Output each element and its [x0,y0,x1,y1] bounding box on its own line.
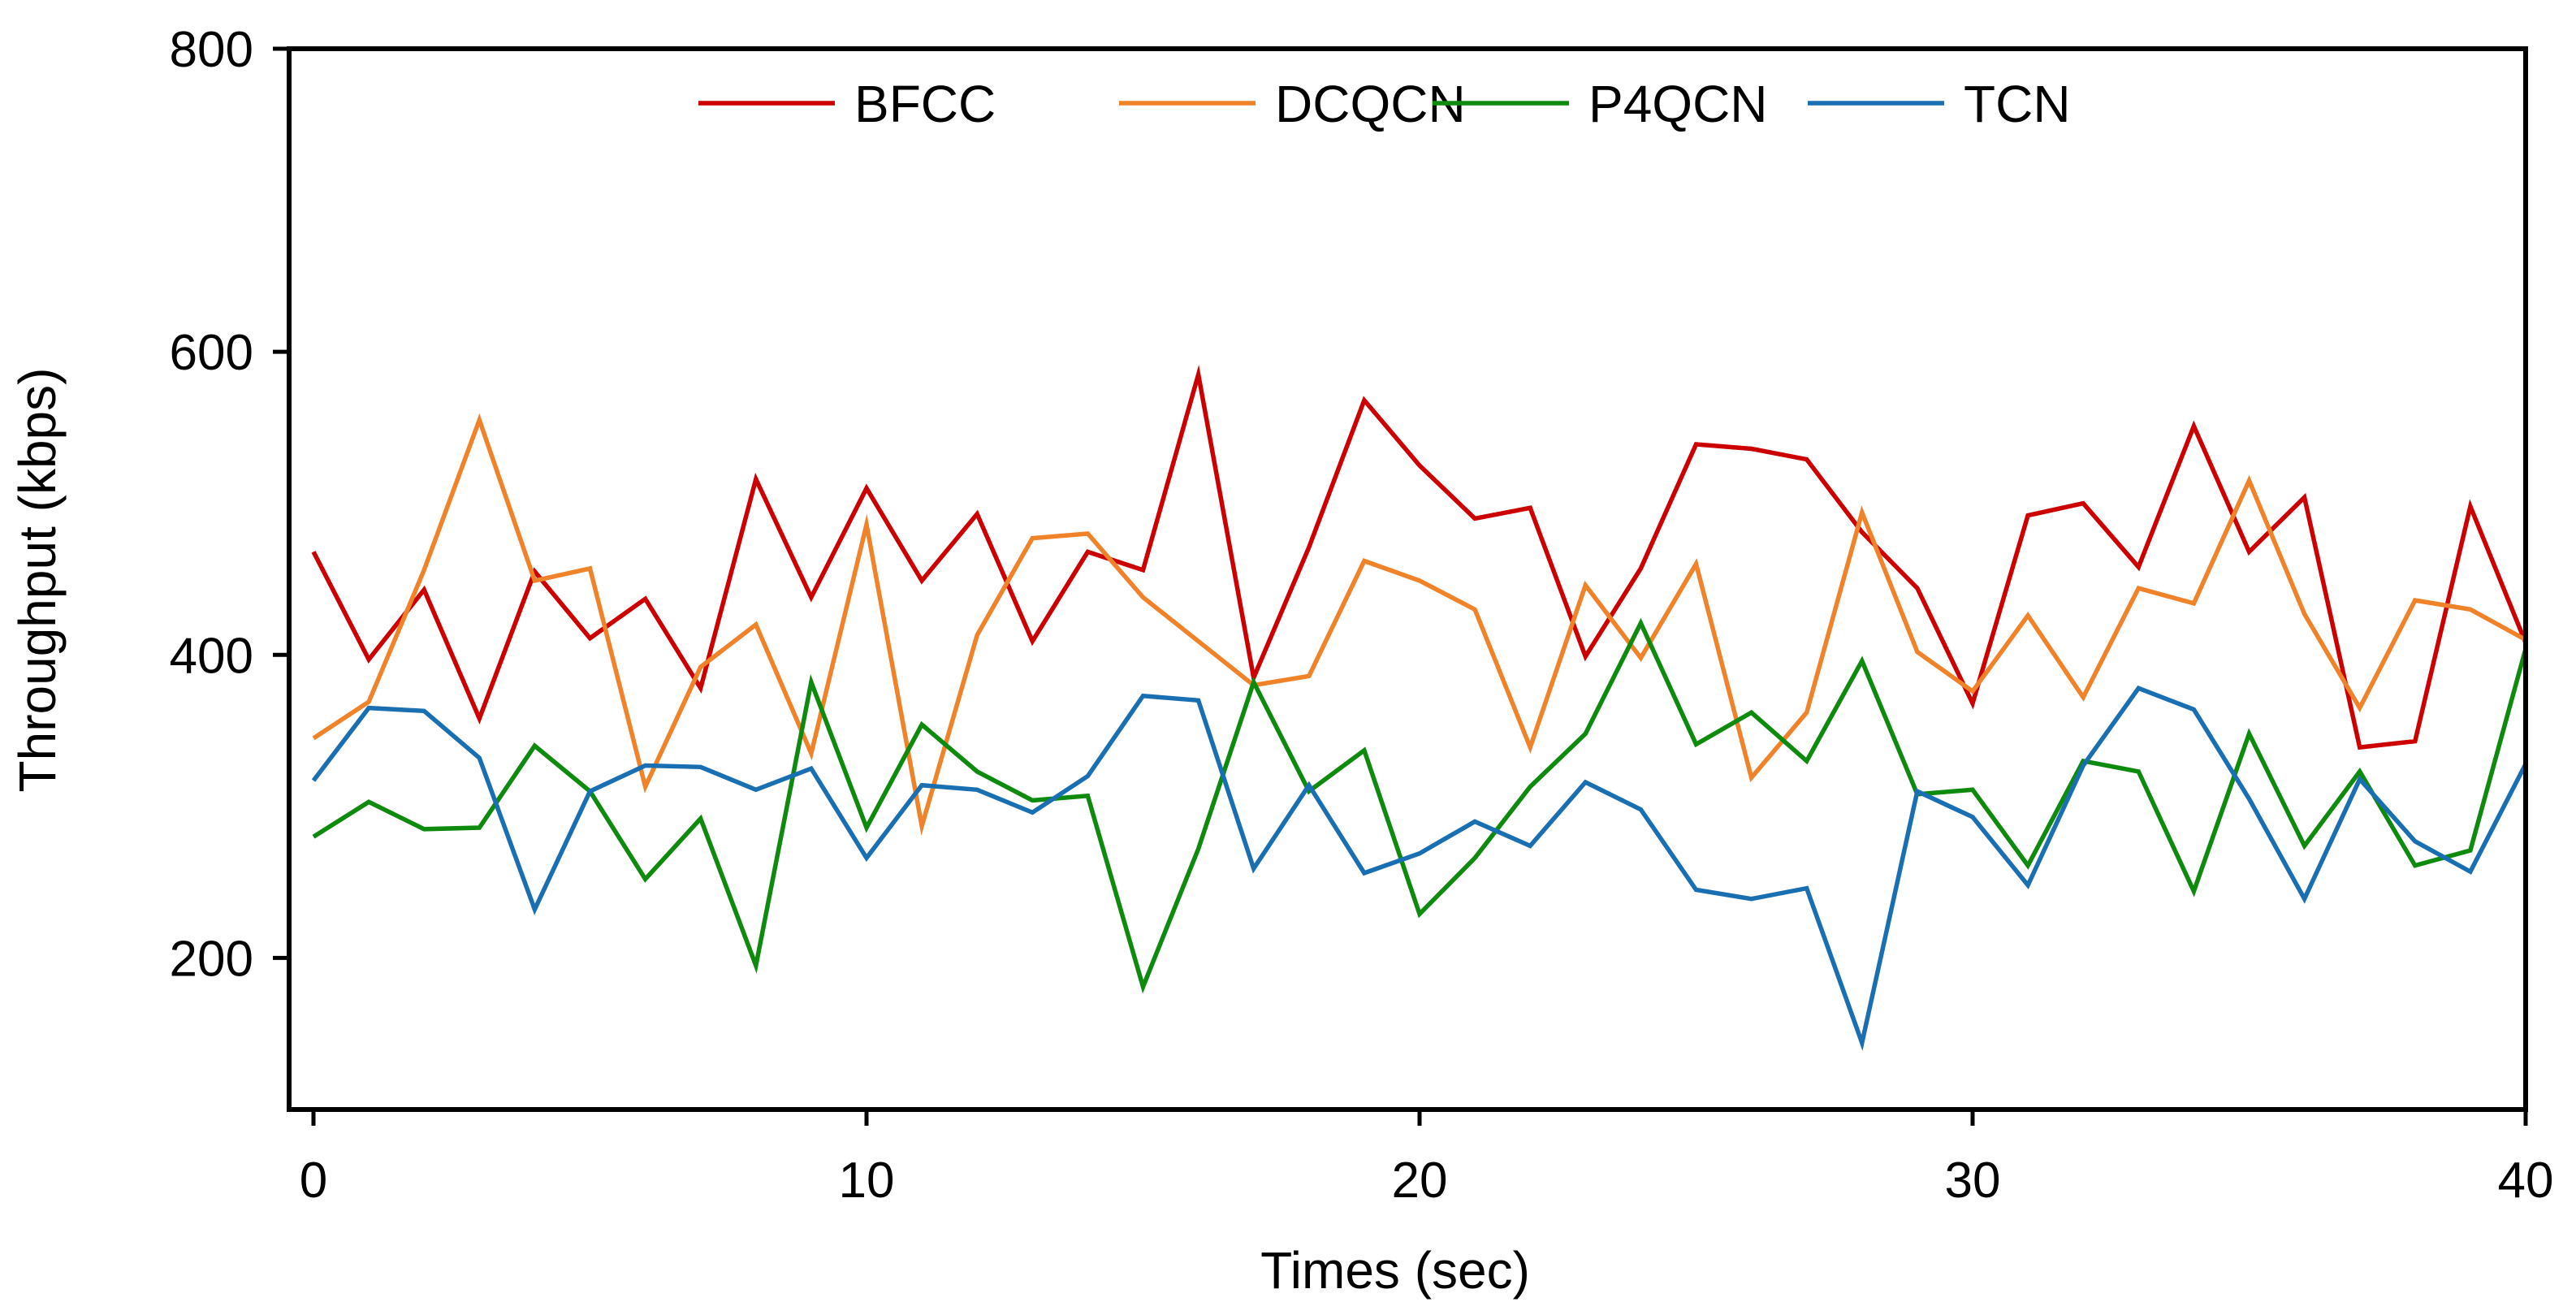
legend-label-p4qcn: P4QCN [1588,75,1768,133]
x-tick-label: 10 [839,1153,895,1209]
x-tick-label: 20 [1392,1153,1448,1209]
plot-frame [289,49,2526,1110]
legend-label-tcn: TCN [1964,75,2071,133]
throughput-line-chart: 0 10 20 30 40 200 400 600 800 Times (sec) Throu… [0,0,2576,1315]
x-axis: 0 10 20 30 40 [300,1110,2554,1209]
y-axis: 200 400 600 800 [170,22,289,987]
y-axis-title: Throughput (kbps) [8,368,67,793]
legend-label-bfcc: BFCC [854,75,996,133]
x-tick-label: 0 [300,1153,327,1209]
y-tick-label: 200 [170,931,253,987]
y-tick-label: 400 [170,628,253,684]
series-layer [313,374,2526,1043]
x-tick-label: 30 [1945,1153,2001,1209]
x-axis-title: Times (sec) [1260,1241,1530,1300]
series-line-p4qcn [313,623,2526,987]
series-line-tcn [313,688,2526,1043]
y-tick-label: 800 [170,22,253,78]
legend: BFCC DCQCN P4QCN TCN [698,75,2071,133]
x-tick-label: 40 [2498,1153,2554,1209]
series-line-bfcc [313,374,2526,747]
y-tick-label: 600 [170,325,253,381]
